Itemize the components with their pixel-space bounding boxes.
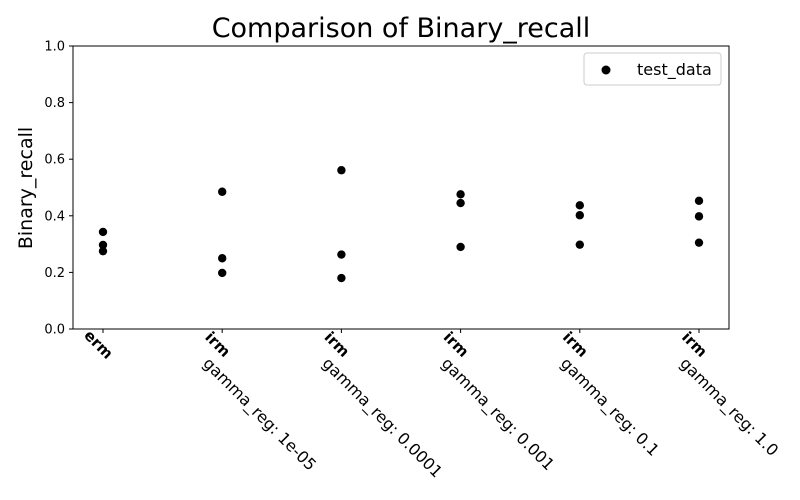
chart-title: Comparison of Binary_recall (212, 13, 591, 44)
data-point (98, 240, 108, 250)
data-point (337, 273, 346, 283)
plot-area (72, 45, 730, 330)
data-points (98, 166, 704, 283)
legend-marker (601, 65, 611, 75)
y-tick-label: 0.0 (44, 323, 65, 338)
x-tick-label: erm (80, 326, 116, 362)
y-tick-label: 0.8 (44, 96, 65, 111)
x-tick-method: irm (678, 328, 711, 361)
y-axis-label: Binary_recall (15, 127, 37, 249)
data-point (456, 242, 465, 252)
x-tick-param: gamma_reg: 0.0001 (318, 354, 446, 482)
data-point (575, 211, 584, 220)
data-point (98, 246, 108, 256)
x-tick-method: irm (321, 328, 354, 361)
y-tick-label: 0.2 (44, 266, 65, 281)
axes-frame (72, 45, 730, 330)
data-point (456, 198, 465, 208)
data-point (456, 190, 465, 199)
legend-frame (583, 52, 722, 86)
y-tick-label: 1.0 (44, 40, 65, 55)
data-point (218, 254, 227, 263)
x-tick-param: gamma_reg: 1.0 (675, 354, 782, 461)
data-point (575, 240, 584, 249)
x-tick-method: irm (201, 328, 234, 361)
x-tick-param: gamma_reg: 0.001 (437, 354, 558, 475)
data-point (337, 250, 346, 259)
data-point (575, 201, 584, 210)
data-point (98, 227, 108, 237)
y-tick-label: 0.6 (44, 153, 65, 168)
x-tick-method: irm (440, 328, 473, 361)
y-axis: 0.0 0.2 0.4 0.6 0.8 1.0 (44, 40, 73, 338)
data-point (694, 238, 704, 247)
legend-label: test_data (637, 60, 712, 80)
data-point (337, 166, 346, 175)
legend: test_data (583, 52, 722, 86)
data-point (694, 196, 704, 206)
data-point (218, 268, 227, 278)
x-tick-method: erm (80, 326, 116, 362)
y-tick-label: 0.4 (44, 209, 65, 224)
data-point (218, 187, 227, 196)
data-point (694, 212, 704, 221)
x-tick-method: irm (559, 328, 592, 361)
x-tick-param: gamma_reg: 0.1 (556, 354, 663, 461)
x-tick-param: gamma_reg: 1e-05 (199, 354, 320, 475)
